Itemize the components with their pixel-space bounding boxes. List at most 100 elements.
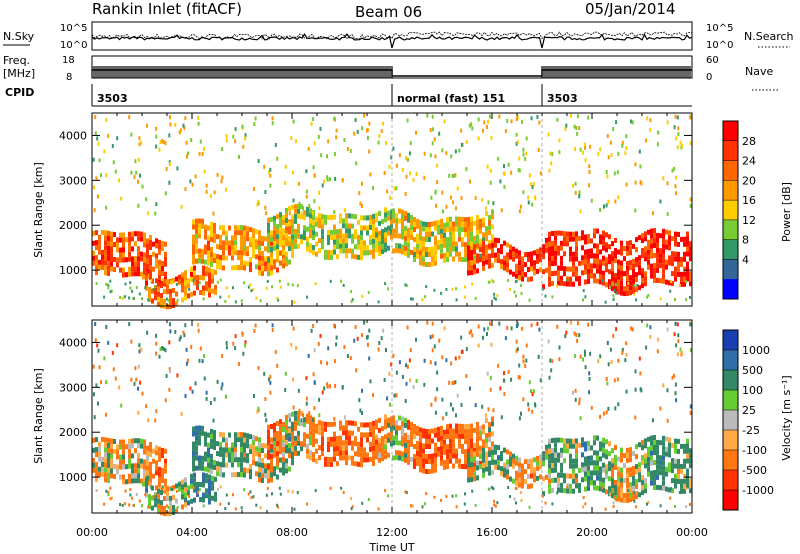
heatmap-cell xyxy=(95,230,98,236)
heatmap-cell xyxy=(465,347,468,352)
heatmap-cell xyxy=(234,139,237,144)
heatmap-cell xyxy=(518,363,521,368)
heatmap-cell xyxy=(207,457,210,463)
heatmap-cell xyxy=(369,249,372,255)
heatmap-cell xyxy=(491,234,494,240)
heatmap-cell xyxy=(158,456,161,462)
heatmap-cell xyxy=(145,487,148,493)
heatmap-cell xyxy=(348,228,351,234)
heatmap-cell xyxy=(689,141,692,146)
heatmap-cell xyxy=(219,485,222,489)
heatmap-cell xyxy=(158,354,161,359)
heatmap-cell xyxy=(240,457,243,463)
heatmap-cell xyxy=(252,243,255,249)
heatmap-cell xyxy=(375,449,378,455)
heatmap-cell xyxy=(491,421,494,427)
heatmap-cell xyxy=(208,484,211,490)
heatmap-cell xyxy=(599,239,602,245)
heatmap-cell xyxy=(471,282,474,286)
heatmap-cell xyxy=(528,173,531,178)
heatmap-cell xyxy=(315,438,318,444)
heatmap-cell xyxy=(680,443,683,449)
heatmap-cell xyxy=(446,444,449,450)
heatmap-cell xyxy=(608,279,611,285)
heatmap-cell xyxy=(258,265,261,271)
heatmap-cell xyxy=(243,442,246,448)
heatmap-cell xyxy=(252,238,255,244)
heatmap-cell xyxy=(270,217,273,222)
heatmap-cell xyxy=(500,208,503,213)
heatmap-cell xyxy=(211,495,214,501)
heatmap-cell xyxy=(425,439,428,444)
heatmap-cell xyxy=(110,231,113,237)
heatmap-cell xyxy=(324,421,327,427)
heatmap-cell xyxy=(560,487,563,493)
heatmap-cell xyxy=(509,269,512,275)
heatmap-cell xyxy=(593,258,596,264)
heatmap-cell xyxy=(569,453,572,459)
heatmap-cell xyxy=(378,457,381,463)
heatmap-cell xyxy=(387,494,390,498)
heatmap-cell xyxy=(175,282,178,286)
heatmap-cell xyxy=(611,251,614,257)
heatmap-cell xyxy=(683,251,686,257)
heatmap-cell xyxy=(407,242,410,248)
heatmap-cell xyxy=(572,478,575,484)
heatmap-cell xyxy=(521,261,524,267)
heatmap-cell xyxy=(122,232,125,238)
heatmap-cell xyxy=(333,116,336,121)
heatmap-cell xyxy=(587,258,590,264)
heatmap-cell xyxy=(375,454,378,460)
heatmap-cell xyxy=(629,452,632,458)
heatmap-cell xyxy=(527,257,530,262)
heatmap-cell xyxy=(350,300,353,304)
heatmap-cell xyxy=(533,260,536,266)
heatmap-cell xyxy=(296,491,299,495)
heatmap-cell xyxy=(312,432,315,438)
heatmap-cell xyxy=(668,245,671,251)
heatmap-cell xyxy=(294,440,297,446)
heatmap-cell xyxy=(191,389,194,394)
heatmap-cell xyxy=(503,447,506,453)
heatmap-cell xyxy=(590,238,593,244)
heatmap-cell xyxy=(208,272,211,278)
heatmap-cell xyxy=(175,489,178,493)
heatmap-cell xyxy=(458,221,461,227)
heatmap-cell xyxy=(465,167,468,172)
colorbar-swatch xyxy=(723,259,738,280)
heatmap-cell xyxy=(497,238,500,244)
heatmap-cell xyxy=(430,195,433,200)
heatmap-cell xyxy=(261,443,264,448)
heatmap-cell xyxy=(662,475,665,481)
heatmap-cell xyxy=(291,253,294,259)
heatmap-cell xyxy=(110,261,113,267)
heatmap-cell xyxy=(383,171,386,175)
heatmap-cell xyxy=(288,236,291,242)
heatmap-cell xyxy=(103,295,106,299)
heatmap-cell xyxy=(240,452,243,458)
heatmap-cell xyxy=(360,245,363,251)
heatmap-cell xyxy=(613,288,616,292)
heatmap-cell xyxy=(542,461,545,467)
heatmap-cell xyxy=(659,440,662,446)
heatmap-cell xyxy=(626,240,629,246)
heatmap-cell xyxy=(515,268,518,274)
heatmap-cell xyxy=(149,482,152,487)
heatmap-cell xyxy=(590,445,593,451)
heatmap-cell xyxy=(195,243,198,249)
heatmap-cell xyxy=(434,203,437,208)
heatmap-cell xyxy=(110,448,113,454)
heatmap-cell xyxy=(276,436,279,442)
heatmap-cell xyxy=(401,374,404,379)
heatmap-cell xyxy=(599,269,602,275)
heatmap-cell xyxy=(437,224,440,230)
colorbar-swatch xyxy=(723,470,738,491)
heatmap-cell xyxy=(601,486,604,490)
heatmap-cell xyxy=(351,455,354,461)
heatmap-cell xyxy=(599,456,602,462)
heatmap-cell xyxy=(482,462,485,468)
heatmap-cell xyxy=(548,448,551,454)
heatmap-cell xyxy=(228,432,231,438)
heatmap-cell xyxy=(357,244,360,250)
heatmap-cell xyxy=(213,253,216,258)
